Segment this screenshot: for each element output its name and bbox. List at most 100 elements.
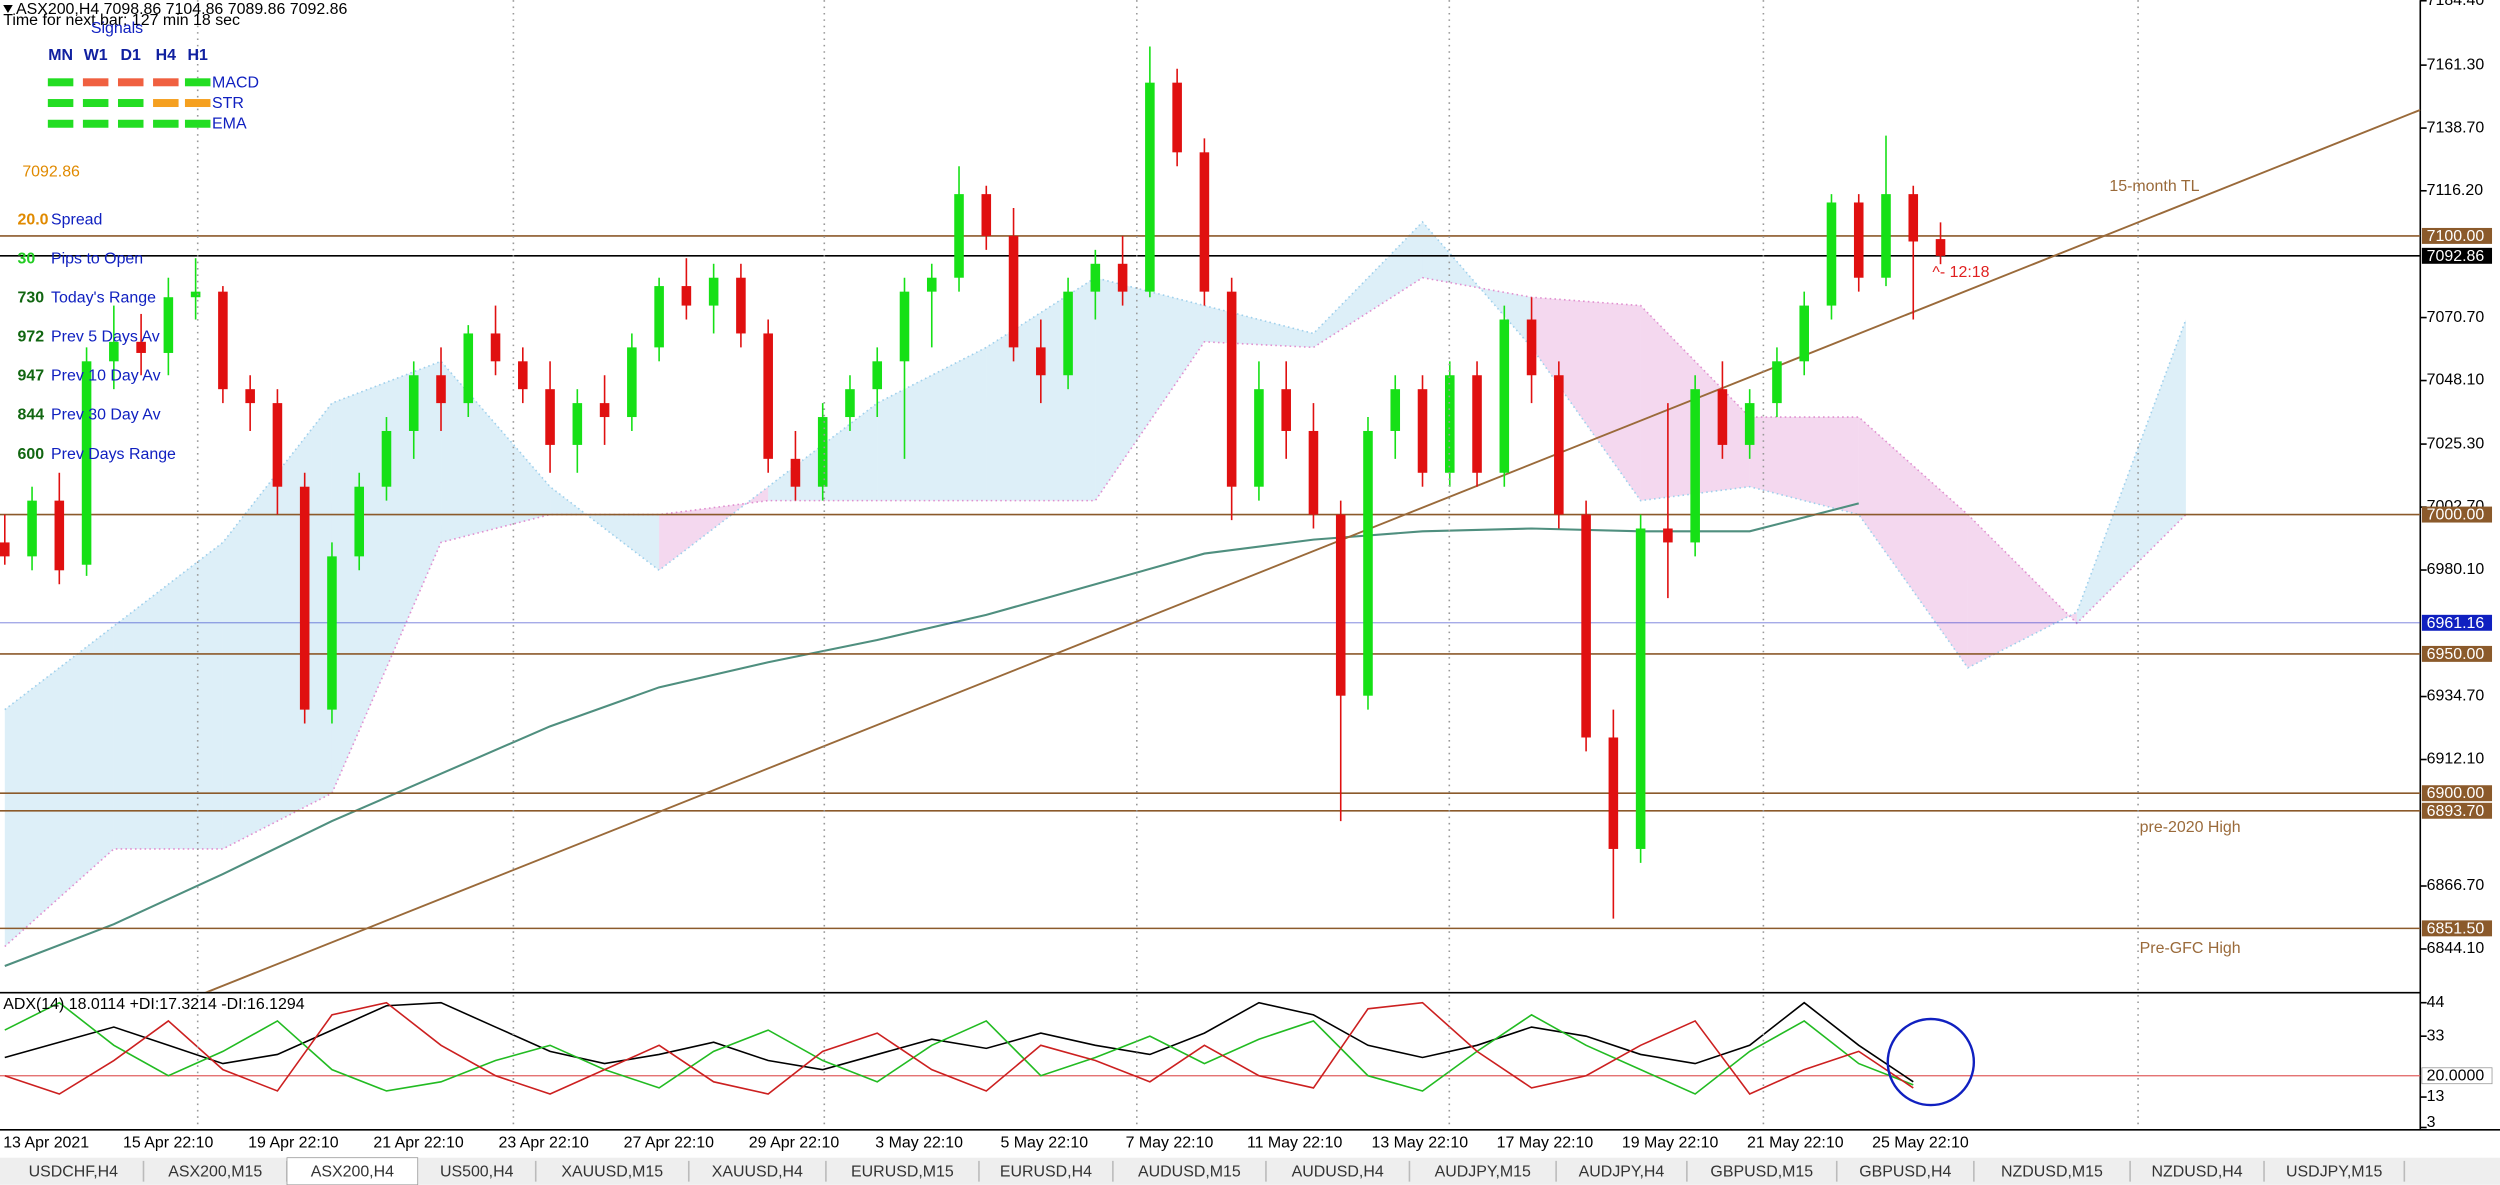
stat-value: 947 (18, 368, 45, 385)
y-tick-label: 7070.70 (2427, 309, 2485, 326)
stat-value: 600 (18, 446, 45, 463)
candle-body (1663, 528, 1673, 543)
tab[interactable]: EURUSD,H4 (1000, 1163, 1092, 1180)
stat-label: Prev Days Range (51, 446, 176, 463)
cloud-segment (331, 361, 442, 794)
signal-column: W1 (84, 47, 108, 64)
signal-cell (82, 78, 109, 87)
level-label: 6950.00 (2427, 646, 2485, 663)
annotation: pre-2020 High (2140, 819, 2241, 836)
candle-body (299, 486, 310, 710)
candle-body (599, 403, 610, 418)
candle-body (408, 375, 419, 431)
tab[interactable]: AUDUSD,H4 (1292, 1163, 1384, 1180)
stat-label: Prev 30 Day Av (51, 407, 161, 424)
candle-body (1226, 291, 1237, 487)
y-tick-label: 7025.30 (2427, 435, 2485, 452)
candle-body (1172, 82, 1182, 153)
adx-level-label: 20.0000 (2427, 1068, 2485, 1085)
candle-body (763, 333, 773, 459)
candle-body (1853, 202, 1864, 278)
signal-cell (117, 99, 144, 108)
candle-body (27, 500, 37, 557)
signal-row-label: EMA (212, 116, 247, 133)
y-tick-label: 7048.10 (2427, 372, 2485, 389)
candle-body (1390, 389, 1401, 431)
candle-body (1826, 202, 1837, 306)
moving-average (4, 502, 1859, 967)
candle-body (1254, 389, 1264, 487)
tab[interactable]: AUDJPY,H4 (1579, 1163, 1665, 1180)
cloud-segment (1749, 417, 1859, 515)
x-tick-label: 21 Apr 22:10 (373, 1135, 464, 1152)
candle-body (1526, 319, 1537, 376)
candle-body (681, 286, 692, 306)
tab[interactable]: GBPUSD,H4 (1859, 1163, 1951, 1180)
y-tick-label: 6934.70 (2427, 688, 2485, 705)
tab[interactable]: NZDUSD,H4 (2151, 1163, 2242, 1180)
level-label-box (2421, 645, 2493, 662)
candle-body (1281, 389, 1291, 431)
trend-line (204, 109, 2421, 992)
tab[interactable]: EURUSD,M15 (851, 1163, 954, 1180)
stat-value: 972 (18, 329, 45, 346)
adx-line (4, 1001, 1914, 1095)
candle-body (1363, 430, 1373, 696)
candle-body (1308, 430, 1319, 515)
y-tick-label: 6844.10 (2427, 940, 2485, 957)
candle-body (1635, 528, 1646, 849)
candle-body (1499, 319, 1510, 473)
x-tick-label: 5 May 22:10 (1000, 1135, 1088, 1152)
cloud-segment (113, 542, 223, 849)
cloud-segment (550, 486, 660, 571)
tab[interactable]: NZDUSD,M15 (2001, 1163, 2103, 1180)
candle-body (381, 430, 392, 487)
candle-body (1799, 305, 1809, 362)
candle-body (872, 361, 883, 390)
tab[interactable]: GBPUSD,M15 (1710, 1163, 1813, 1180)
candle-body (1117, 263, 1128, 292)
tab-active-bg (286, 1157, 419, 1185)
candle-body (190, 291, 201, 298)
candle-body (572, 403, 583, 445)
candle-body (1472, 375, 1482, 473)
candle-body (1199, 152, 1210, 292)
tab[interactable]: ASX200,M15 (168, 1163, 262, 1180)
x-tick-label: 19 Apr 22:10 (248, 1135, 339, 1152)
signal-cell (153, 119, 179, 128)
tab[interactable]: XAUUSD,M15 (561, 1163, 663, 1180)
candle-body (1036, 347, 1046, 376)
level-label: 6900.00 (2427, 785, 2485, 802)
tab[interactable]: USDCHF,H4 (29, 1163, 119, 1180)
level-label-box (2421, 247, 2493, 264)
candle-body (1090, 263, 1101, 292)
level-label: 7100.00 (2427, 228, 2485, 245)
adx-panel (0, 1001, 2421, 1095)
collapse-icon[interactable] (3, 4, 13, 13)
x-tick-label: 15 Apr 22:10 (123, 1135, 214, 1152)
candle-body (1417, 389, 1428, 473)
x-tick-label: 27 Apr 22:10 (624, 1135, 715, 1152)
tab[interactable]: US500,H4 (440, 1163, 514, 1180)
candle-body (899, 291, 910, 362)
level-label-box (2421, 506, 2493, 523)
signal-cell (47, 99, 74, 108)
candle-body (545, 389, 555, 445)
cloud-segment (1531, 297, 1641, 501)
candle-body (1444, 375, 1455, 473)
tab[interactable]: ASX200,H4 (311, 1163, 394, 1180)
tab[interactable]: XAUUSD,H4 (712, 1163, 803, 1180)
annotation: ^- 12:18 (1932, 264, 1989, 281)
candle-body (518, 361, 528, 390)
x-tick-label: 7 May 22:10 (1126, 1135, 1214, 1152)
candle-body (1772, 361, 1782, 404)
candle-body (1608, 737, 1619, 849)
candle-body (1008, 235, 1019, 348)
tab[interactable]: AUDUSD,M15 (1138, 1163, 1241, 1180)
signal-column: H1 (188, 47, 209, 64)
x-tick-label: 29 Apr 22:10 (749, 1135, 840, 1152)
candle-body (1335, 514, 1346, 696)
tab[interactable]: USDJPY,M15 (2286, 1163, 2382, 1180)
tab[interactable]: AUDJPY,M15 (1435, 1163, 1531, 1180)
